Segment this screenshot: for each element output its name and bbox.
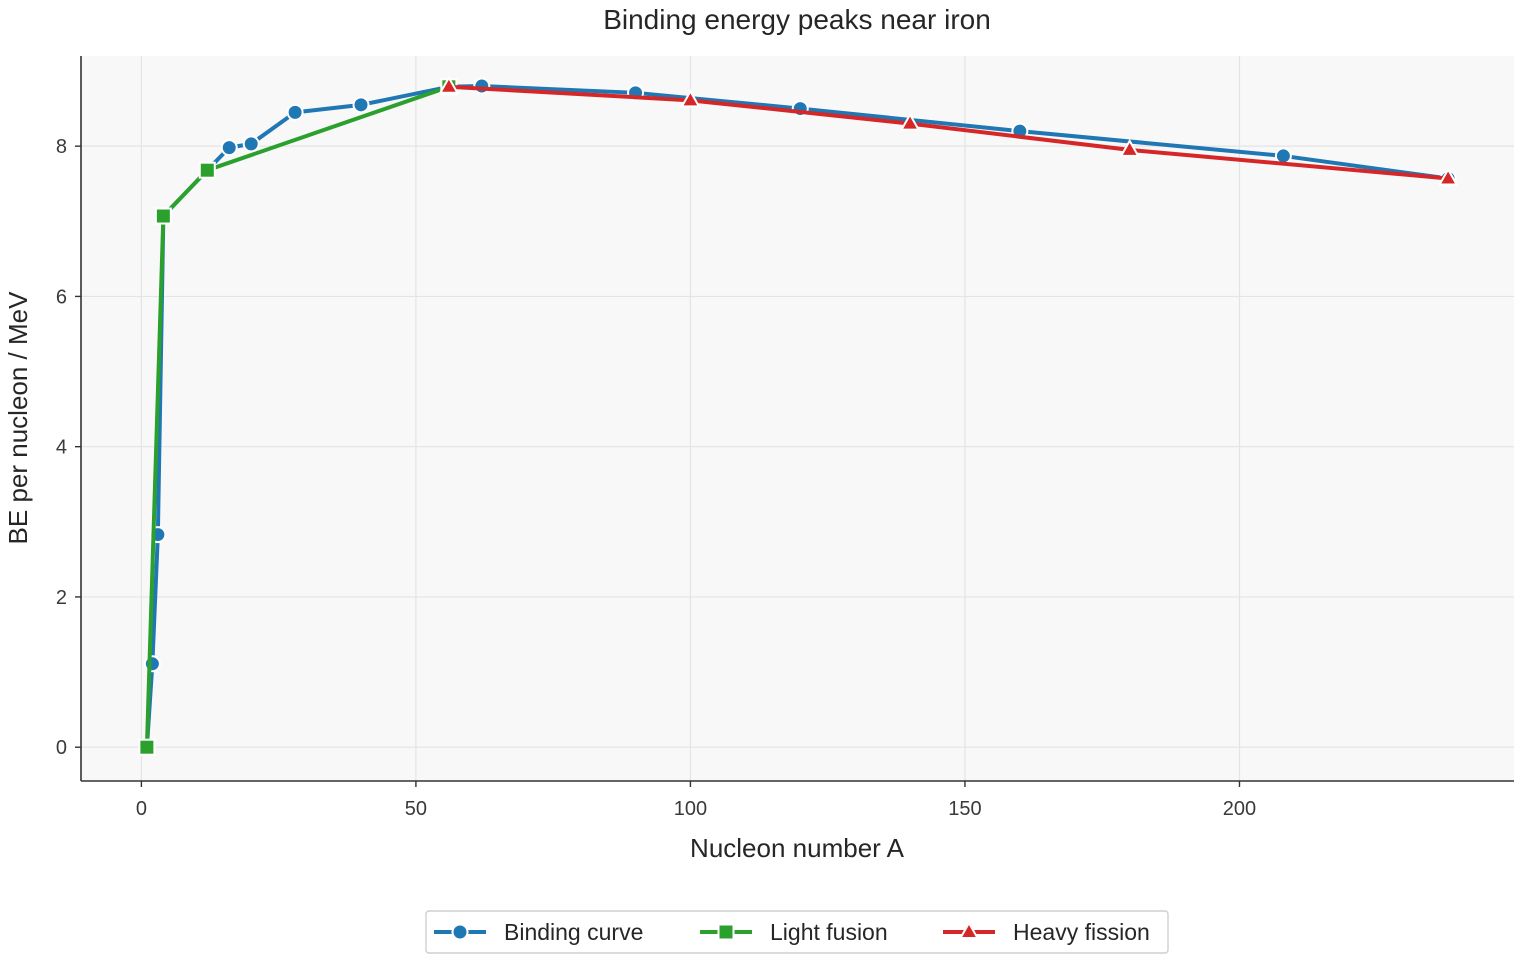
y-tick-label: 4: [56, 437, 67, 459]
legend: Binding curve Light fusion Heavy fission: [425, 910, 1169, 954]
y-axis-label: BE per nucleon / MeV: [3, 291, 33, 545]
x-tick-label: 200: [1223, 798, 1256, 820]
y-tick-label: 6: [56, 286, 67, 308]
data-point: [680, 89, 701, 108]
data-point: [438, 75, 460, 94]
y-tick-label: 2: [56, 587, 67, 609]
x-axis-label: Nucleon number A: [690, 833, 905, 863]
legend-label: Light fusion: [770, 919, 888, 945]
x-tick-label: 150: [948, 798, 981, 820]
series-line: [144, 84, 451, 750]
data-point: [286, 103, 304, 121]
x-tick-label: 0: [136, 798, 147, 820]
data-point: [352, 96, 370, 114]
y-tick-label: 0: [56, 737, 67, 759]
legend-marker: [717, 923, 735, 941]
data-point: [1119, 138, 1140, 157]
x-ticks: 0 50 100 150 200: [136, 781, 1256, 820]
data-point: [143, 655, 161, 673]
axes: [80, 56, 1514, 782]
legend-frame: [425, 910, 1169, 954]
data-point: [242, 135, 260, 153]
chart-title: Binding energy peaks near iron: [603, 4, 991, 35]
legend-label: Binding curve: [504, 919, 643, 945]
data-point: [1274, 147, 1292, 165]
legend-item: Light fusion: [700, 919, 888, 945]
legend-label: Heavy fission: [1013, 919, 1150, 945]
data-point: [899, 112, 921, 131]
grid: [81, 56, 1514, 781]
series-heavy-fission: [438, 75, 1459, 186]
y-ticks: 0 2 4 6 8: [56, 136, 81, 759]
data-point: [198, 161, 216, 179]
data-point: [473, 77, 491, 95]
data-point: [1437, 167, 1459, 186]
series: [138, 75, 1459, 756]
data-point: [138, 738, 156, 756]
plot-background: [81, 56, 1514, 781]
legend-marker: [958, 920, 980, 939]
legend-marker: [451, 923, 469, 941]
data-point: [154, 207, 172, 225]
data-point: [220, 139, 238, 157]
legend-item: Binding curve: [434, 919, 643, 945]
x-tick-label: 50: [405, 798, 427, 820]
x-tick-label: 100: [674, 798, 707, 820]
legend-item: Heavy fission: [943, 919, 1150, 945]
y-tick-label: 8: [56, 136, 67, 158]
